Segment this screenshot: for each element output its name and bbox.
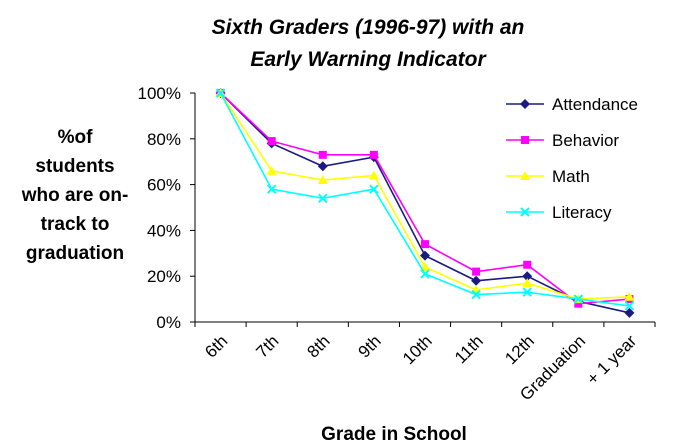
y-axis-title: %of students who are on-track to graduation xyxy=(21,127,129,264)
legend-label-math: Math xyxy=(552,167,590,186)
series-math xyxy=(215,88,635,304)
x-axis-title: Grade in School xyxy=(321,424,467,445)
data-point-literacy xyxy=(573,294,584,304)
y-axis-ticks: 0% 20% 40% 60% 80% 100% xyxy=(138,84,195,332)
x-tick-label: 6th xyxy=(201,331,231,361)
series-line-behavior xyxy=(220,92,630,305)
data-point-behavior xyxy=(574,299,583,308)
data-point-math xyxy=(266,165,277,175)
x-tick-label: 7th xyxy=(252,331,282,361)
x-tick-label: 11th xyxy=(451,331,487,367)
data-point-attendance xyxy=(522,271,533,282)
axes xyxy=(194,93,655,323)
data-point-literacy xyxy=(624,301,635,311)
data-point-behavior xyxy=(472,267,481,276)
y-axis-title-line: track to xyxy=(41,214,110,235)
data-point-literacy xyxy=(318,193,328,204)
y-tick-label: 0% xyxy=(156,313,181,332)
x-tick-label: 8th xyxy=(303,331,333,361)
x-tick-label: + 1 year xyxy=(583,331,640,388)
data-point-behavior xyxy=(421,240,429,249)
data-point-math xyxy=(522,278,533,288)
series-literacy xyxy=(215,88,635,311)
chart-title-line: Sixth Graders (1996-97) with an xyxy=(212,16,525,39)
data-point-behavior xyxy=(369,150,378,159)
legend-marker-literacy xyxy=(520,207,530,217)
chart-title-line: Early Warning Indicator xyxy=(250,48,487,71)
data-point-literacy xyxy=(266,184,277,194)
legend-item-literacy: Literacy xyxy=(506,203,612,222)
y-axis-title-line: %of xyxy=(58,127,94,148)
chart-title: Sixth Graders (1996-97) with an Early War… xyxy=(212,16,525,71)
data-point-attendance xyxy=(420,250,430,261)
data-point-literacy xyxy=(420,269,430,279)
series-lines xyxy=(215,88,635,318)
data-point-behavior xyxy=(523,260,532,269)
legend: Attendance Behavior Math Literacy xyxy=(506,95,638,222)
legend-item-math: Math xyxy=(506,167,590,186)
y-tick-label: 40% xyxy=(147,221,181,240)
x-tick-label: 12th xyxy=(501,331,538,368)
y-axis-title-line: who are on- xyxy=(21,185,129,206)
data-point-behavior xyxy=(267,137,276,146)
y-axis-title-line: graduation xyxy=(26,243,124,264)
data-point-math xyxy=(368,170,379,180)
y-tick-label: 20% xyxy=(147,267,181,286)
data-point-math xyxy=(624,291,635,301)
data-point-behavior xyxy=(318,150,327,159)
y-tick-label: 80% xyxy=(147,130,181,149)
data-point-literacy xyxy=(522,287,532,297)
legend-marker-attendance xyxy=(520,99,530,109)
y-axis-title-line: students xyxy=(35,156,114,177)
y-tick-label: 100% xyxy=(138,84,181,103)
legend-marker-behavior xyxy=(521,136,529,144)
data-point-literacy xyxy=(471,289,481,300)
legend-item-behavior: Behavior xyxy=(506,131,619,150)
x-tick-label: 9th xyxy=(355,331,385,361)
legend-label-attendance: Attendance xyxy=(552,95,638,114)
legend-label-behavior: Behavior xyxy=(552,131,619,150)
data-point-attendance xyxy=(471,275,482,286)
data-point-attendance xyxy=(624,307,635,318)
legend-label-literacy: Literacy xyxy=(552,203,612,222)
legend-marker-math xyxy=(520,171,530,180)
data-point-math xyxy=(317,175,328,185)
y-tick-label: 60% xyxy=(147,176,181,195)
data-point-literacy xyxy=(215,88,226,98)
x-tick-label: 10th xyxy=(399,331,436,368)
data-point-attendance xyxy=(317,161,328,172)
legend-item-attendance: Attendance xyxy=(506,95,638,114)
data-point-literacy xyxy=(369,184,379,194)
